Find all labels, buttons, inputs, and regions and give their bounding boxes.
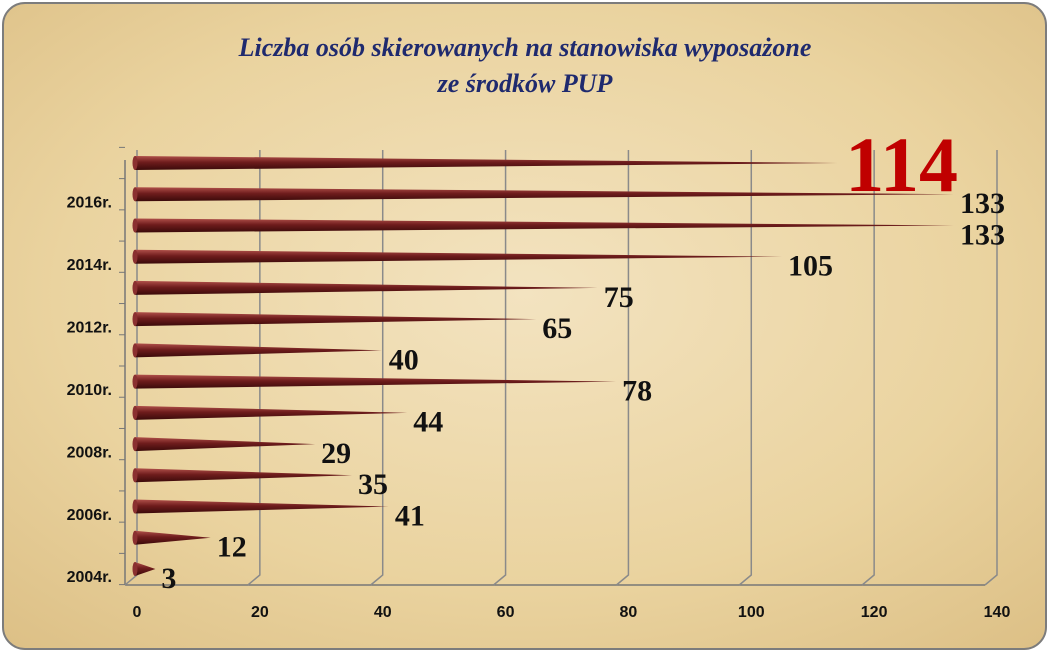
x-tick-label: 20 [251,604,269,621]
data-label: 75 [604,281,634,314]
grid-line [984,150,998,586]
bar [135,468,352,483]
data-label: 29 [321,437,351,470]
bar-base [132,374,138,389]
chart-title: Liczba osób skierowanych na stanowiska w… [238,33,812,62]
data-label: 114 [845,121,958,208]
data-label: 133 [960,187,1005,220]
data-label: 41 [395,499,425,532]
bar [135,156,838,170]
grid-line [861,150,875,586]
data-label: 12 [217,531,247,564]
bar [135,218,954,233]
data-label: 133 [960,218,1005,251]
bar-base [132,280,138,295]
x-tick-label: 100 [738,604,765,621]
bar-base [132,437,138,452]
bar-base [132,218,138,233]
bar [135,312,537,327]
y-tick-label: 2008r. [67,444,112,461]
y-tick-label: 2012r. [67,319,112,336]
x-tick-label: 80 [620,604,638,621]
bar-base [132,156,138,170]
y-tick-label: 2010r. [67,382,112,399]
y-tick-label: 2014r. [67,257,112,274]
grid-line [370,150,384,586]
x-tick-label: 140 [984,604,1011,621]
data-label: 3 [161,562,176,595]
bar-base [132,312,138,327]
bar-base [132,249,138,264]
bar [135,437,316,452]
bar [135,374,617,389]
data-label: 40 [389,343,419,376]
bar [135,530,211,545]
grid-line [615,150,630,586]
bar-base [132,530,138,545]
data-label: 44 [413,406,443,439]
chart-title: ze środków PUP [437,69,614,98]
x-tick-label: 60 [497,604,515,621]
bar [135,562,156,576]
bar-base [132,468,138,483]
data-label: 105 [788,250,833,283]
x-tick-label: 120 [861,604,888,621]
bar-base [132,187,138,202]
bar [135,280,598,295]
data-label: 35 [358,468,388,501]
y-tick-label: 2006r. [67,507,112,524]
bar [135,249,782,264]
x-tick-label: 0 [133,604,142,621]
x-tick-label: 40 [374,604,392,621]
data-label: 78 [622,375,652,408]
bar [135,343,383,358]
y-tick-label: 2004r. [67,569,112,586]
bar-base [132,343,138,358]
grid-line [738,150,753,586]
bar-base [132,499,138,514]
grid-line [493,150,507,586]
bar [135,405,408,420]
data-label: 65 [542,312,572,345]
bar [135,187,954,202]
bar [135,499,389,514]
bar-base [132,562,138,576]
y-tick-label: 2016r. [67,194,112,211]
bar-base [132,405,138,420]
